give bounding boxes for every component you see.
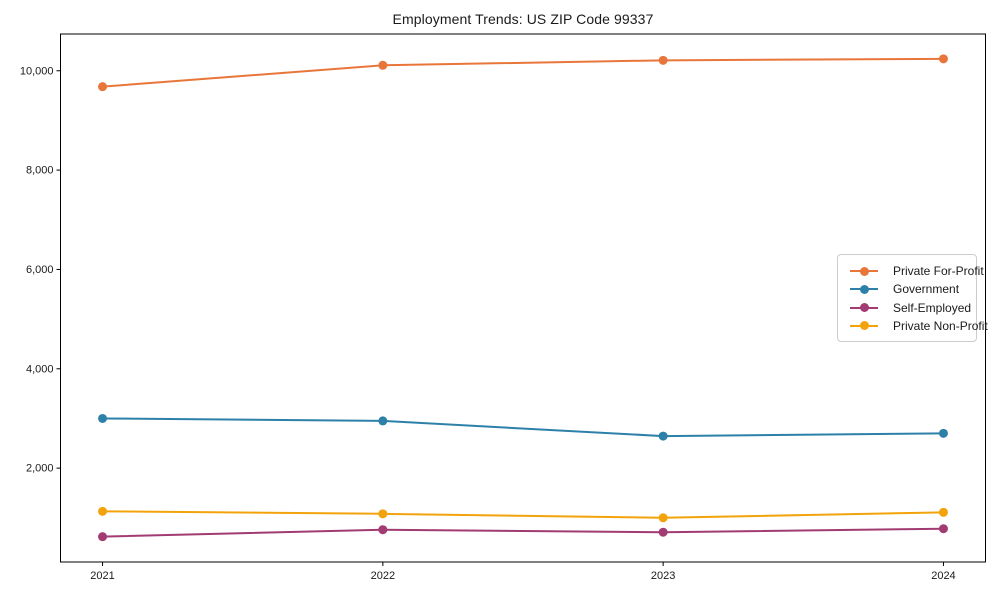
legend-marker-icon xyxy=(850,284,878,294)
legend: Private For-Profit Government Self-Employe… xyxy=(837,254,988,342)
data-point-marker xyxy=(378,60,388,70)
legend-item-label: Private For-Profit xyxy=(893,264,984,278)
data-point-marker xyxy=(378,525,388,535)
data-point-marker xyxy=(98,82,108,92)
x-axis-tick-label: 2024 xyxy=(931,570,955,582)
data-point-marker xyxy=(938,428,948,438)
y-axis-tick-label: 6,000 xyxy=(26,264,54,276)
data-point-marker xyxy=(938,54,948,64)
legend-item: Private For-Profit xyxy=(850,262,984,280)
data-point-marker xyxy=(938,524,948,534)
y-axis-tick-label: 2,000 xyxy=(26,463,54,475)
x-axis-tick-label: 2021 xyxy=(90,570,114,582)
data-point-marker xyxy=(658,527,668,537)
legend-item: Private Non-Profit xyxy=(850,317,988,335)
x-axis-tick-label: 2022 xyxy=(371,570,395,582)
data-point-marker xyxy=(658,513,668,523)
legend-item-label: Government xyxy=(893,282,960,297)
legend-item-label: Self-Employed xyxy=(893,300,972,315)
series-line xyxy=(101,527,945,538)
y-axis-tick-label: 4,000 xyxy=(26,363,54,375)
y-axis-tick-label: 8,000 xyxy=(26,165,54,177)
legend-marker-icon xyxy=(850,321,878,331)
data-point-marker xyxy=(938,507,948,517)
data-point-marker xyxy=(378,509,388,519)
data-point-marker xyxy=(98,413,108,423)
legend-item-label: Private Non-Profit xyxy=(893,318,988,333)
chart-title: Employment Trends: US ZIP Code 99337 xyxy=(392,11,654,27)
series-line xyxy=(101,510,945,519)
series-line xyxy=(101,417,945,438)
data-point-marker xyxy=(98,532,108,542)
plot-frame xyxy=(60,33,986,563)
data-point-marker xyxy=(658,431,668,441)
y-axis-tick-label: 10,000 xyxy=(20,65,54,77)
legend-item: Self-Employed xyxy=(850,299,972,317)
series-line xyxy=(101,57,945,88)
legend-marker-icon xyxy=(850,266,878,276)
legend-item: Government xyxy=(850,280,968,298)
data-point-marker xyxy=(658,55,668,65)
x-axis-tick-label: 2023 xyxy=(651,570,675,582)
data-point-marker xyxy=(378,416,388,426)
data-point-marker xyxy=(98,506,108,516)
legend-marker-icon xyxy=(850,303,878,313)
